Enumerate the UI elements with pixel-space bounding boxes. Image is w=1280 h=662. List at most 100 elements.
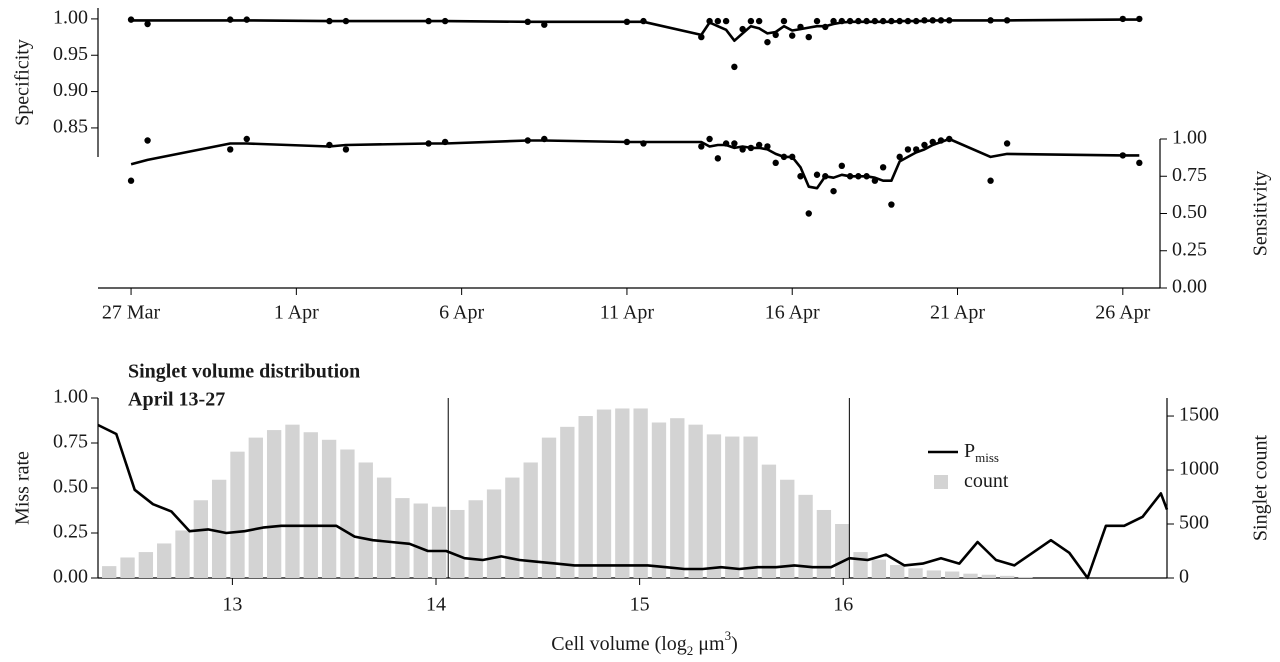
- bar: [431, 506, 447, 578]
- bar: [725, 436, 740, 578]
- bar: [890, 565, 905, 578]
- plot: 27 Mar 1 Apr 6 Apr 11 Apr 16 Apr 21 Apr 26 Apr…: [12, 6, 1272, 323]
- data-point: [227, 146, 234, 153]
- bar: [926, 570, 942, 578]
- data-point: [838, 162, 846, 170]
- bar: [853, 552, 868, 578]
- bar: [230, 451, 245, 578]
- data-point: [326, 141, 333, 149]
- data-point: [888, 17, 895, 25]
- x-tick-label: 11 Apr: [600, 302, 655, 324]
- y2-tick-label: 0.00: [1172, 276, 1207, 298]
- y2-tick-label: 0: [1179, 566, 1189, 588]
- data-point: [789, 32, 796, 39]
- data-point: [524, 18, 531, 26]
- bar: [743, 436, 758, 578]
- bar: [596, 409, 612, 578]
- data-point: [912, 17, 920, 25]
- y-axis-label: Miss rate: [12, 451, 34, 525]
- x-tick-label: 15: [630, 594, 650, 616]
- data-point: [755, 141, 763, 149]
- data-point: [912, 146, 920, 153]
- bar: [871, 559, 887, 578]
- data-point: [706, 135, 713, 143]
- data-point: [888, 201, 895, 208]
- data-point: [731, 63, 738, 71]
- bar: [688, 424, 703, 578]
- data-point: [441, 138, 449, 146]
- x-tick-label: 13: [222, 594, 242, 616]
- y-tick-label: 0.90: [53, 79, 88, 101]
- data-point: [144, 20, 151, 28]
- bar: [578, 416, 593, 578]
- data-point: [747, 144, 755, 152]
- data-point: [830, 187, 837, 195]
- data-point: [706, 17, 713, 25]
- data-point: [813, 17, 821, 25]
- data-point: [772, 31, 779, 39]
- data-point: [987, 17, 994, 24]
- bar: [358, 462, 373, 578]
- data-point: [896, 153, 903, 161]
- x-tick-label: 16: [833, 594, 853, 616]
- y-tick-label: 0.75: [53, 431, 88, 453]
- y-axis-label: Specificity: [12, 39, 34, 126]
- y2-tick-label: 1000: [1179, 458, 1219, 480]
- data-point: [987, 177, 994, 184]
- data-point: [441, 17, 449, 25]
- bar: [835, 524, 850, 578]
- bar: [560, 426, 575, 578]
- data-point: [425, 140, 432, 147]
- y2-tick-label: 500: [1179, 512, 1209, 534]
- bar: [157, 543, 172, 578]
- y-tick-label: 0.25: [53, 521, 88, 543]
- data-point: [797, 23, 804, 31]
- data-point: [846, 173, 854, 180]
- data-point: [904, 17, 912, 25]
- legend-label: Pmiss: [964, 440, 999, 466]
- y-tick-label: 0.85: [53, 116, 88, 138]
- bar: [999, 575, 1015, 578]
- data-point: [541, 135, 548, 143]
- x-axis-label-part: 3: [725, 628, 732, 643]
- data-point: [714, 155, 722, 162]
- data-point: [830, 17, 837, 25]
- data-point: [855, 173, 862, 180]
- data-point: [822, 173, 829, 180]
- y2-tick-label: 0.50: [1172, 201, 1207, 223]
- data-point: [797, 173, 804, 180]
- x-tick-label: 6 Apr: [439, 302, 484, 324]
- bar: [138, 552, 154, 578]
- data-point: [722, 17, 730, 25]
- data-point: [789, 153, 796, 161]
- data-point: [896, 17, 903, 25]
- bar: [102, 566, 117, 578]
- x-tick-label: 1 Apr: [274, 302, 319, 324]
- data-point: [772, 159, 779, 167]
- data-point: [524, 137, 531, 144]
- data-point: [714, 17, 722, 25]
- data-point: [623, 18, 631, 26]
- chart-subtitle: April 13-27: [128, 389, 225, 411]
- x-tick-label: 27 Mar: [102, 302, 161, 324]
- bar: [340, 449, 355, 578]
- data-point: [698, 33, 705, 41]
- bar: [505, 477, 520, 578]
- legend-name: P: [964, 440, 975, 462]
- data-point: [1003, 140, 1011, 147]
- y2-tick-label: 1500: [1179, 404, 1219, 426]
- data-point: [739, 25, 746, 33]
- legend-label: count: [964, 470, 1009, 492]
- y-tick-label: 0.50: [53, 476, 88, 498]
- data-point: [127, 16, 135, 23]
- data-point: [425, 17, 432, 25]
- y2-tick-label: 1.00: [1172, 127, 1207, 149]
- bar: [303, 432, 318, 578]
- data-point: [921, 141, 928, 149]
- bar: [780, 479, 795, 578]
- data-point: [780, 153, 788, 161]
- data-point: [879, 164, 887, 171]
- data-point: [747, 17, 755, 25]
